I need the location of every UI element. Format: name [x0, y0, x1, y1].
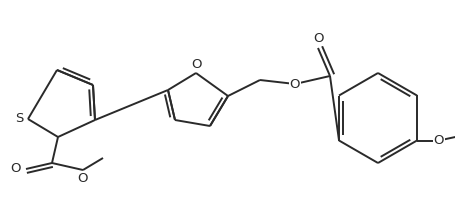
Text: O: O: [10, 162, 21, 176]
Text: O: O: [434, 134, 444, 147]
Text: O: O: [191, 58, 201, 71]
Text: O: O: [78, 172, 88, 185]
Text: O: O: [313, 32, 323, 45]
Text: O: O: [290, 78, 300, 90]
Text: S: S: [15, 113, 24, 125]
